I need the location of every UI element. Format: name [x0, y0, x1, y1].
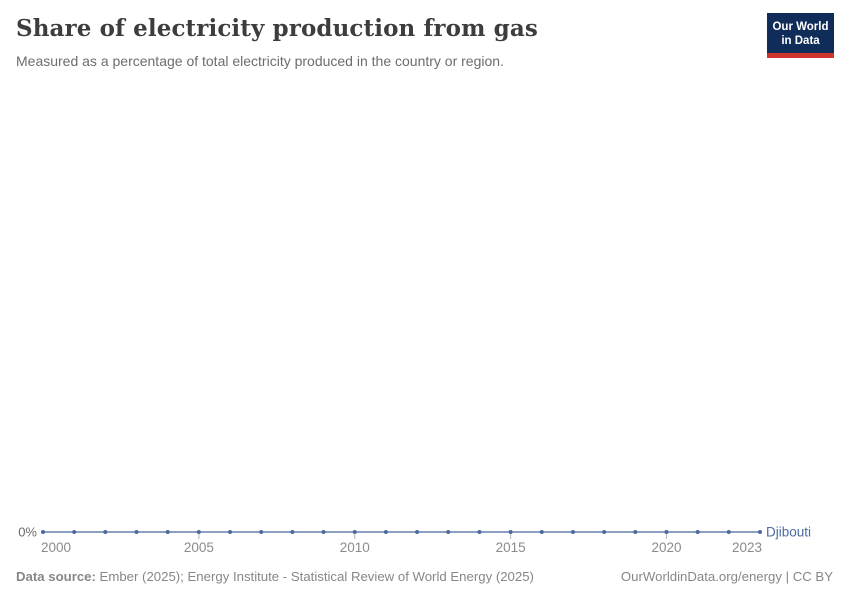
data-point-2023[interactable] — [758, 530, 762, 534]
data-point-2005[interactable] — [196, 530, 201, 534]
x-axis-tick-label: 2005 — [184, 540, 214, 555]
data-point-2011[interactable] — [383, 530, 388, 534]
owid-logo-line1: Our World — [772, 21, 829, 33]
data-point-2009[interactable] — [321, 530, 326, 534]
data-point-2006[interactable] — [228, 530, 233, 534]
entity-label-djibouti[interactable]: Djibouti — [766, 525, 811, 540]
data-point-2022[interactable] — [726, 530, 731, 534]
data-point-2016[interactable] — [539, 530, 544, 534]
chart-title: Share of electricity production from gas — [16, 15, 538, 42]
data-point-2012[interactable] — [415, 530, 420, 534]
data-point-2021[interactable] — [695, 530, 700, 534]
x-axis-tick-label: 2023 — [732, 540, 762, 555]
owid-logo[interactable]: Our World in Data — [767, 13, 834, 58]
chart-footer: Data source: Ember (2025); Energy Instit… — [16, 569, 833, 584]
x-axis-tick-label: 2020 — [651, 540, 681, 555]
data-point-2002[interactable] — [103, 530, 108, 534]
data-point-2004[interactable] — [165, 530, 170, 534]
x-axis-tick-label: 2000 — [41, 540, 71, 555]
x-axis-tick-label: 2010 — [340, 540, 370, 555]
chart-subtitle: Measured as a percentage of total electr… — [16, 53, 504, 69]
data-source-note: Data source: Ember (2025); Energy Instit… — [16, 569, 534, 584]
data-point-2008[interactable] — [290, 530, 295, 534]
owid-license-link[interactable]: OurWorldinData.org/energy | CC BY — [620, 569, 833, 584]
y-axis-tick-label: 0% — [18, 525, 37, 540]
data-source-text: Ember (2025); Energy Institute - Statist… — [95, 569, 534, 584]
data-point-2020[interactable] — [664, 530, 669, 534]
data-point-2007[interactable] — [259, 530, 264, 534]
data-source-label: Data source: — [16, 569, 96, 584]
x-axis-tick-label: 2015 — [496, 540, 526, 555]
data-point-2017[interactable] — [570, 530, 575, 534]
data-point-2003[interactable] — [134, 530, 139, 534]
data-point-2013[interactable] — [446, 530, 451, 534]
data-point-2010[interactable] — [352, 530, 357, 534]
owid-logo-line2: in Data — [781, 35, 820, 47]
data-point-2000[interactable] — [41, 530, 45, 534]
data-point-2015[interactable] — [508, 530, 513, 534]
data-point-2001[interactable] — [72, 530, 77, 534]
data-point-2014[interactable] — [477, 530, 482, 534]
data-point-2018[interactable] — [602, 530, 607, 534]
data-point-2019[interactable] — [633, 530, 638, 534]
